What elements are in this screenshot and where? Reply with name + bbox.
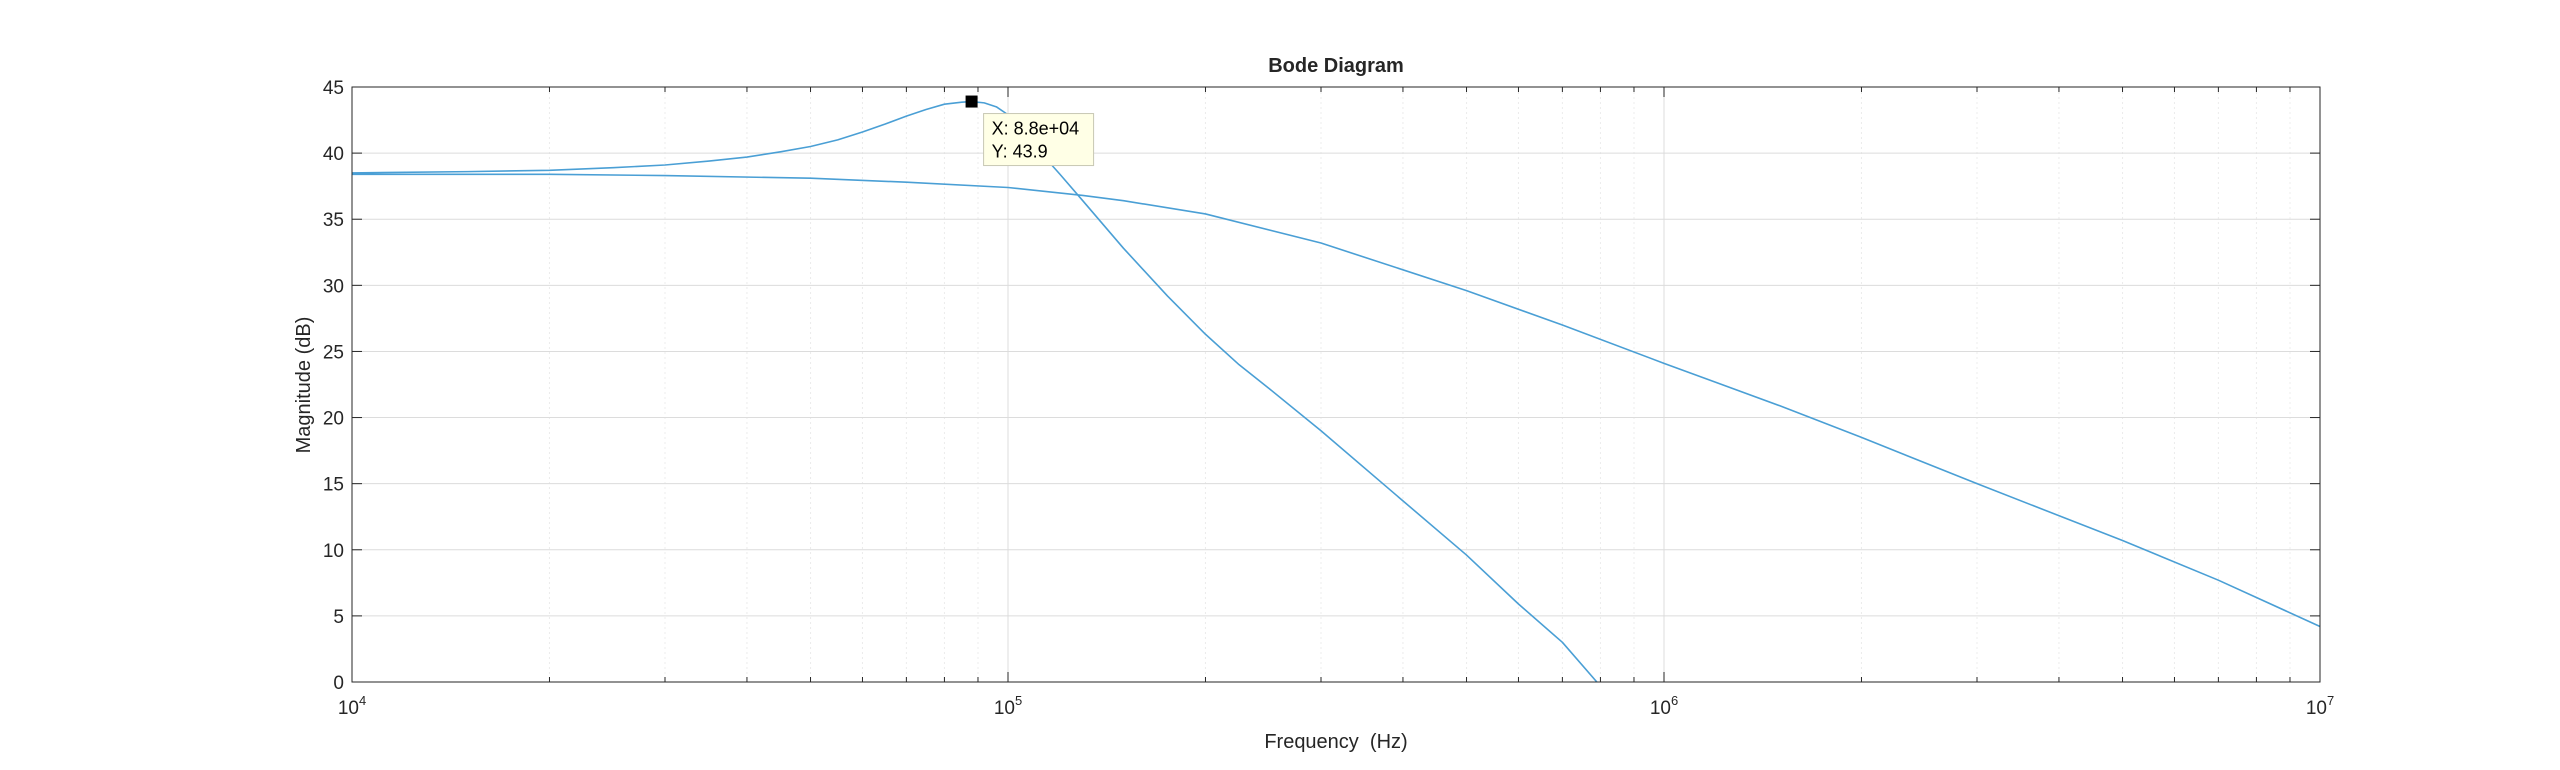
y-tick-label: 20 (323, 409, 344, 430)
datatip-y-label: Y: 43.9 (992, 142, 1048, 162)
x-tick-label: 104 (338, 693, 366, 719)
series-line-1 (351, 100, 1598, 683)
y-tick-label: 30 (323, 276, 344, 297)
y-axis-label: Magnitude (dB) (293, 317, 315, 454)
x-tick-label: 106 (1650, 693, 1678, 719)
datatip-marker (965, 95, 978, 108)
x-axis-label: Frequency (Hz) (1264, 731, 1407, 753)
y-tick-label: 15 (323, 475, 344, 496)
x-tick-label: 105 (994, 693, 1022, 719)
y-tick-label: 0 (333, 673, 344, 694)
plot-area (352, 87, 2320, 682)
y-tick-label: 10 (323, 541, 344, 562)
datatip-box (983, 113, 1095, 167)
y-tick-label: 45 (323, 78, 344, 99)
x-tick-label: 107 (2306, 693, 2334, 719)
datatip-x-label: X: 8.8e+04 (992, 119, 1080, 139)
chart-title: Bode Diagram (1268, 55, 1404, 77)
axes-box (351, 86, 2321, 683)
y-tick-label: 40 (323, 144, 344, 165)
series-line-2 (352, 173, 2321, 628)
y-tick-label: 25 (323, 342, 344, 363)
y-tick-label: 35 (323, 210, 344, 231)
y-tick-label: 5 (333, 607, 344, 628)
